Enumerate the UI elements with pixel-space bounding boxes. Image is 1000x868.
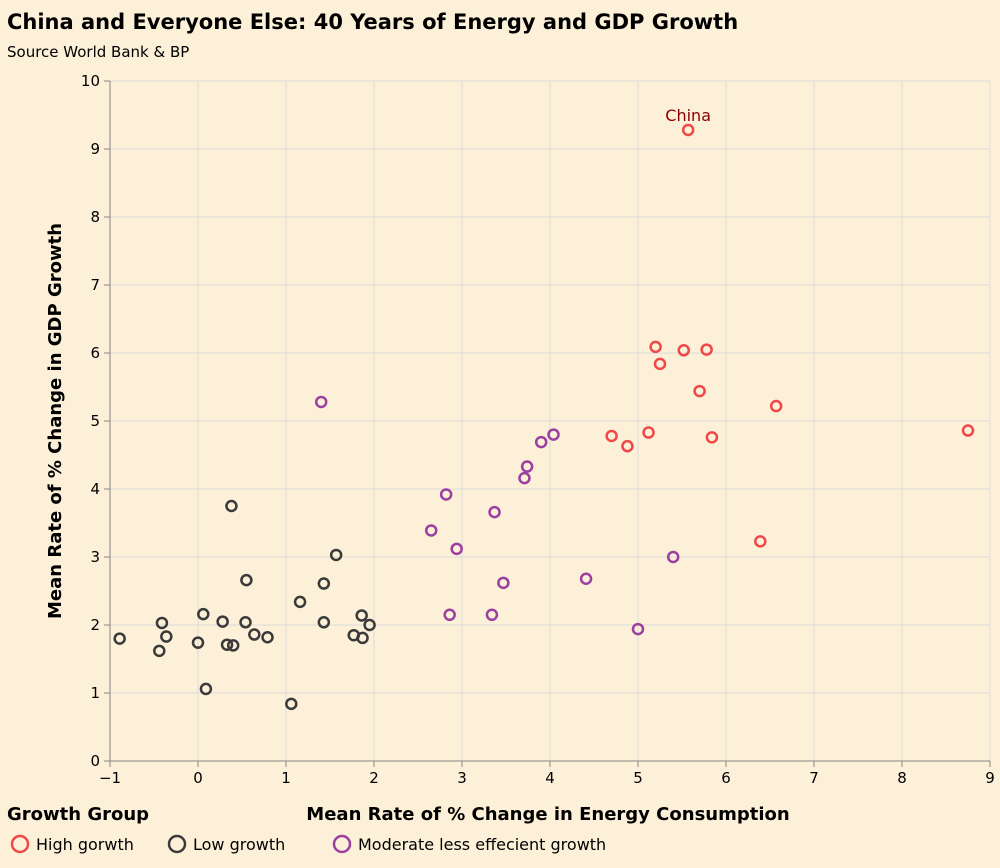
data-point — [621, 439, 634, 453]
y-tick-label: 8 — [90, 208, 100, 226]
data-point — [153, 644, 166, 658]
data-point — [225, 499, 238, 513]
data-point — [520, 460, 534, 473]
x-tick-label: 1 — [281, 769, 291, 787]
legend-label: High gorwth — [36, 835, 134, 854]
data-point — [216, 615, 229, 628]
data-point — [666, 550, 680, 564]
legend-symbol — [10, 834, 30, 854]
y-tick-label: 10 — [81, 72, 100, 90]
data-point — [226, 639, 240, 652]
x-tick-label: 3 — [457, 769, 467, 787]
x-tick-label: −1 — [99, 769, 121, 787]
y-tick-label: 5 — [90, 412, 100, 430]
data-point — [329, 548, 343, 562]
legend-label: Moderate less effecient growth — [358, 835, 606, 854]
data-point — [248, 628, 261, 641]
data-point — [293, 595, 307, 609]
data-point — [220, 638, 234, 651]
data-point — [240, 573, 253, 587]
data-point — [547, 428, 560, 441]
data-point — [769, 399, 783, 413]
data-point — [631, 622, 645, 636]
x-tick-label: 4 — [545, 769, 555, 787]
x-tick-label: 2 — [369, 769, 379, 787]
chart-subtitle: Source World Bank & BP — [7, 43, 189, 61]
legend-label: Low growth — [193, 835, 285, 854]
x-axis-ticks: −1 0 1 2 3 4 5 6 7 8 9 — [99, 761, 995, 787]
y-tick-label: 6 — [90, 344, 100, 362]
legend-symbol — [167, 834, 187, 854]
data-point — [317, 616, 331, 629]
x-tick-label: 8 — [897, 769, 907, 787]
data-point — [355, 609, 368, 622]
data-point — [317, 577, 331, 590]
data-points — [113, 123, 975, 711]
data-point — [705, 431, 719, 444]
y-axis-title: Mean Rate of % Change in GDP Growth — [45, 223, 66, 619]
data-point — [261, 630, 274, 644]
annotations: China — [665, 106, 711, 125]
y-tick-label: 7 — [90, 276, 100, 294]
x-tick-label: 0 — [193, 769, 203, 787]
data-point — [488, 505, 501, 519]
legend-entry: Moderate less effecient growth — [332, 834, 606, 854]
legend-symbol — [332, 834, 352, 854]
x-tick-label: 6 — [721, 769, 731, 787]
chart-title: China and Everyone Else: 40 Years of Ene… — [7, 10, 738, 34]
data-point — [199, 682, 213, 696]
x-tick-label: 7 — [809, 769, 819, 787]
legend-entry: High gorwth — [10, 834, 134, 854]
data-point — [439, 488, 453, 501]
annotation-label: China — [665, 106, 711, 125]
data-point — [497, 576, 510, 590]
x-tick-label: 9 — [985, 769, 995, 787]
data-point — [579, 572, 593, 586]
data-point — [677, 344, 691, 357]
legend-entry: Low growth — [167, 834, 285, 854]
data-point — [285, 697, 298, 711]
data-point — [681, 123, 695, 137]
data-point — [155, 616, 169, 630]
x-axis-title: Mean Rate of % Change in Energy Consumpt… — [306, 804, 789, 825]
data-point — [518, 471, 531, 485]
data-point — [160, 630, 173, 643]
data-point — [197, 607, 210, 621]
data-point — [754, 535, 767, 548]
y-tick-label: 2 — [90, 616, 100, 634]
data-point — [424, 524, 438, 537]
x-tick-label: 5 — [633, 769, 643, 787]
data-point — [605, 429, 618, 443]
data-point — [239, 616, 252, 629]
legend: Growth Group High gorwth Low growth Modera… — [7, 804, 606, 854]
legend-title: Growth Group — [7, 804, 149, 825]
y-tick-label: 9 — [90, 140, 100, 158]
data-point — [443, 608, 456, 622]
data-point — [693, 384, 706, 398]
data-point — [653, 357, 667, 371]
y-tick-label: 0 — [90, 752, 100, 770]
data-point — [485, 608, 499, 622]
data-point — [450, 542, 463, 556]
data-point — [642, 426, 655, 439]
data-point — [191, 636, 205, 649]
data-point — [534, 435, 548, 449]
data-point — [363, 618, 376, 632]
data-point — [700, 343, 713, 356]
data-point — [314, 395, 328, 409]
data-point — [356, 631, 369, 645]
grid — [109, 80, 991, 762]
data-point — [961, 424, 975, 437]
data-point — [113, 632, 126, 645]
y-axis-ticks: 0 1 2 3 4 5 6 7 8 9 10 — [81, 72, 110, 770]
y-tick-label: 4 — [90, 480, 100, 498]
data-point — [649, 340, 662, 354]
y-tick-label: 1 — [90, 684, 100, 702]
y-tick-label: 3 — [90, 548, 100, 566]
